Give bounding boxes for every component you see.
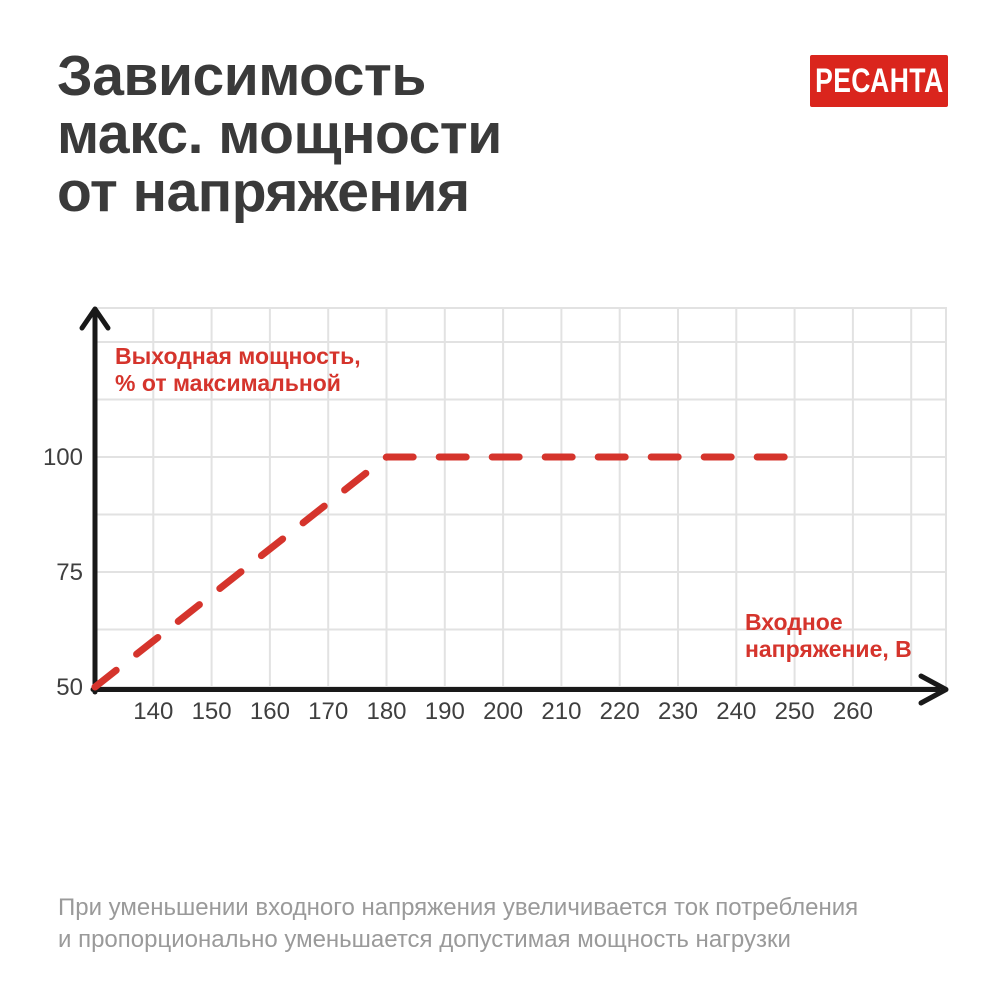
page-title: Зависимость макс. мощности от напряжения — [57, 47, 502, 221]
x-tick-label: 160 — [250, 698, 290, 725]
y-axis-caption: Выходная мощность, — [115, 343, 361, 369]
x-axis-caption: Входное — [745, 609, 843, 635]
x-axis-caption: напряжение, В — [745, 636, 912, 662]
y-tick-label: 100 — [43, 444, 83, 471]
x-tick-label: 150 — [192, 698, 232, 725]
grid — [95, 307, 947, 688]
data-line — [91, 453, 799, 691]
x-tick-label: 250 — [775, 698, 815, 725]
y-axis-arrow-icon — [79, 306, 111, 331]
y-tick-label: 75 — [56, 559, 83, 586]
page-title-line-3: от напряжения — [57, 160, 470, 224]
x-tick-label: 240 — [716, 698, 756, 725]
x-tick-label: 180 — [366, 698, 406, 725]
footnote-line-2: и пропорционально уменьшается допустимая… — [58, 926, 791, 953]
footnote: При уменьшении входного напряжения увели… — [58, 892, 858, 956]
x-tick-label: 170 — [308, 698, 348, 725]
page-title-line-2: макс. мощности — [57, 102, 502, 166]
x-tick-label: 140 — [133, 698, 173, 725]
x-tick-label: 260 — [833, 698, 873, 725]
x-axis-arrow-icon — [918, 673, 949, 706]
brand-logo-text: РЕСАНТА — [814, 61, 944, 100]
x-tick-label: 220 — [600, 698, 640, 725]
x-tick-label: 230 — [658, 698, 698, 725]
x-tick-label: 190 — [425, 698, 465, 725]
y-tick-label: 50 — [56, 674, 83, 701]
x-tick-label: 200 — [483, 698, 523, 725]
page-title-line-1: Зависимость — [57, 44, 426, 108]
x-tick-label: 210 — [541, 698, 581, 725]
axes — [79, 306, 949, 706]
y-axis-caption: % от максимальной — [115, 370, 341, 396]
brand-logo: РЕСАНТА — [810, 55, 948, 107]
footnote-line-1: При уменьшении входного напряжения увели… — [58, 894, 859, 921]
